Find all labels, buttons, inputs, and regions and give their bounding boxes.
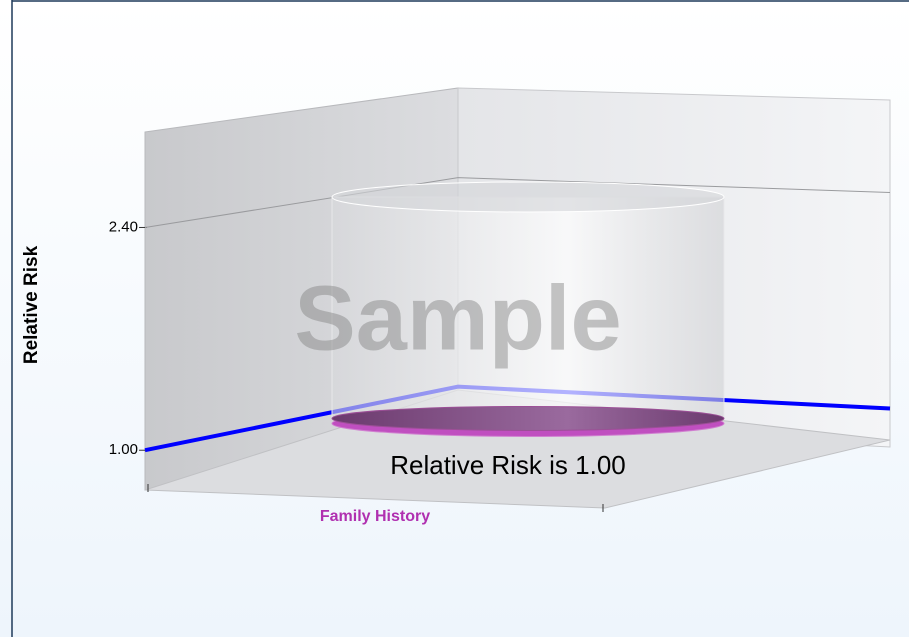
cylinder-body — [331, 196, 725, 419]
y-tick-label: 2.40 — [109, 218, 138, 235]
y-tick-label: 1.00 — [109, 441, 138, 458]
y-axis-label: Relative Risk — [21, 245, 42, 364]
cylinder-top — [331, 181, 725, 213]
bar — [331, 405, 725, 431]
annotation: Relative Risk is 1.00 — [390, 450, 626, 480]
x-tick-label: Family History — [320, 508, 430, 525]
grid-line — [144, 177, 891, 228]
watermark: Sample — [294, 267, 621, 369]
